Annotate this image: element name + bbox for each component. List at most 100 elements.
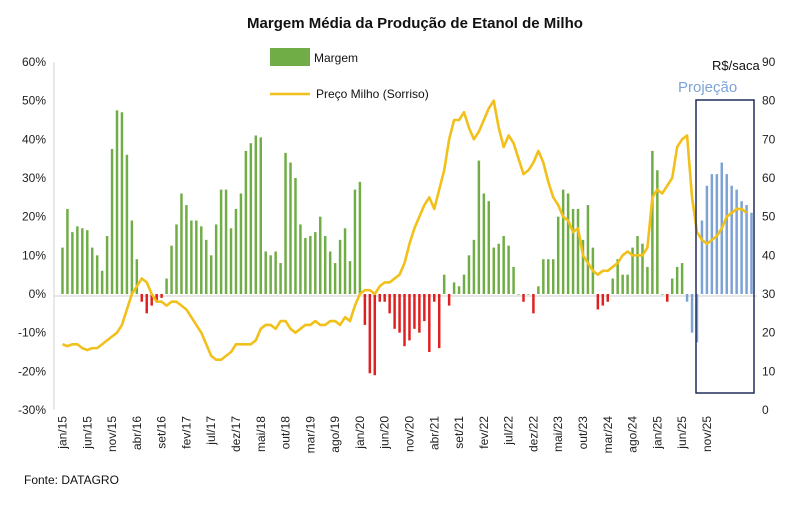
margem-bar bbox=[125, 154, 129, 294]
margem-bar bbox=[90, 247, 94, 294]
left-tick-label: 30% bbox=[22, 171, 46, 185]
x-tick-label: set/16 bbox=[155, 416, 169, 449]
margem-bar bbox=[497, 243, 500, 294]
margem-bar bbox=[294, 178, 297, 294]
margem-bar bbox=[115, 110, 119, 294]
margem-bar bbox=[200, 226, 203, 294]
margem-bar bbox=[120, 112, 124, 295]
margem-bar bbox=[140, 294, 144, 302]
margem-bar bbox=[725, 174, 728, 294]
margem-bar bbox=[472, 239, 476, 294]
margem-bar bbox=[547, 259, 550, 294]
x-tick-label: fev/17 bbox=[179, 416, 193, 449]
margem-bar bbox=[130, 220, 134, 294]
margem-bar bbox=[611, 278, 614, 294]
source-note: Fonte: DATAGRO bbox=[24, 473, 119, 487]
margem-bar bbox=[596, 294, 600, 310]
margem-bar bbox=[571, 208, 575, 294]
right-axis-unit: R$/saca bbox=[712, 58, 760, 73]
margem-bar bbox=[175, 224, 178, 294]
margem-bar bbox=[348, 261, 352, 294]
margem-bar bbox=[269, 255, 272, 294]
projection-box bbox=[695, 99, 755, 394]
margem-bar bbox=[502, 236, 505, 294]
margem-bar bbox=[323, 236, 327, 294]
margem-bar bbox=[700, 220, 704, 294]
left-tick-label: 40% bbox=[22, 132, 46, 146]
margem-bar bbox=[254, 135, 258, 294]
margem-bar bbox=[81, 228, 84, 294]
margem-bar bbox=[195, 220, 198, 294]
x-tick-label: jun/25 bbox=[675, 416, 689, 450]
x-tick-label: nov/20 bbox=[402, 416, 416, 452]
margem-bar bbox=[576, 208, 580, 294]
margem-bar bbox=[740, 201, 743, 294]
margem-bar bbox=[641, 243, 644, 294]
margem-bar bbox=[606, 294, 609, 302]
right-tick-label: 10 bbox=[762, 364, 776, 378]
margem-bar bbox=[353, 189, 357, 294]
margem-bar bbox=[393, 294, 396, 329]
x-tick-label: jun/15 bbox=[80, 416, 94, 450]
margem-bar bbox=[61, 247, 64, 294]
margem-bar bbox=[457, 286, 461, 294]
legend-margem-swatch bbox=[270, 48, 310, 66]
left-tick-label: 10% bbox=[22, 248, 46, 262]
margem-bar bbox=[552, 259, 555, 294]
left-tick-label: 50% bbox=[22, 94, 46, 108]
right-tick-label: 60 bbox=[762, 171, 776, 185]
margem-bar bbox=[527, 294, 530, 295]
margem-bar bbox=[274, 251, 277, 294]
margem-bar bbox=[675, 266, 679, 294]
margem-bar bbox=[110, 149, 114, 294]
margem-bar bbox=[170, 245, 173, 294]
margem-bar bbox=[358, 181, 362, 294]
margem-bar bbox=[447, 294, 451, 306]
margem-bar bbox=[284, 152, 287, 294]
margem-bar bbox=[160, 294, 163, 298]
left-tick-label: 0% bbox=[29, 287, 47, 301]
x-tick-label: mai/18 bbox=[254, 416, 268, 452]
margem-bar bbox=[135, 259, 139, 294]
margem-bar bbox=[561, 189, 565, 294]
margem-bar bbox=[100, 270, 104, 294]
margem-bar bbox=[690, 294, 694, 333]
margem-bar bbox=[621, 274, 624, 294]
margem-bar bbox=[214, 224, 218, 294]
left-tick-label: 20% bbox=[22, 210, 46, 224]
x-tick-label: abr/21 bbox=[427, 416, 441, 450]
margem-bar bbox=[319, 216, 322, 294]
x-tick-label: jan/20 bbox=[353, 416, 367, 450]
x-tick-label: nov/25 bbox=[700, 416, 714, 452]
margem-bar bbox=[388, 294, 391, 314]
margem-bar bbox=[666, 294, 669, 302]
chart-title: Margem Média da Produção de Etanol de Mi… bbox=[247, 15, 583, 32]
margem-bar bbox=[651, 150, 654, 294]
margem-bar bbox=[423, 294, 426, 322]
margem-bar bbox=[150, 294, 153, 306]
x-tick-label: jan/15 bbox=[55, 416, 69, 450]
margem-bar bbox=[710, 174, 714, 294]
margem-bar bbox=[76, 226, 79, 294]
margem-bar bbox=[185, 205, 188, 294]
margem-bar bbox=[695, 294, 699, 343]
margem-bar bbox=[309, 236, 312, 294]
margem-bar bbox=[522, 294, 525, 302]
margem-bar bbox=[616, 259, 619, 294]
margem-bar bbox=[279, 263, 282, 294]
margem-bar bbox=[631, 247, 634, 294]
x-tick-label: mar/19 bbox=[303, 416, 317, 454]
margem-bar bbox=[66, 208, 69, 294]
margem-bar bbox=[289, 162, 292, 294]
margem-bar bbox=[581, 239, 585, 294]
margem-bar bbox=[705, 185, 709, 294]
margem-bar bbox=[452, 282, 456, 294]
margem-bar bbox=[507, 245, 510, 294]
margem-bar bbox=[487, 201, 491, 294]
x-tick-label: dez/17 bbox=[229, 416, 243, 452]
margem-bar bbox=[180, 193, 183, 294]
margem-bar bbox=[264, 251, 267, 294]
margem-bar bbox=[661, 294, 664, 295]
margem-bar bbox=[314, 232, 317, 294]
